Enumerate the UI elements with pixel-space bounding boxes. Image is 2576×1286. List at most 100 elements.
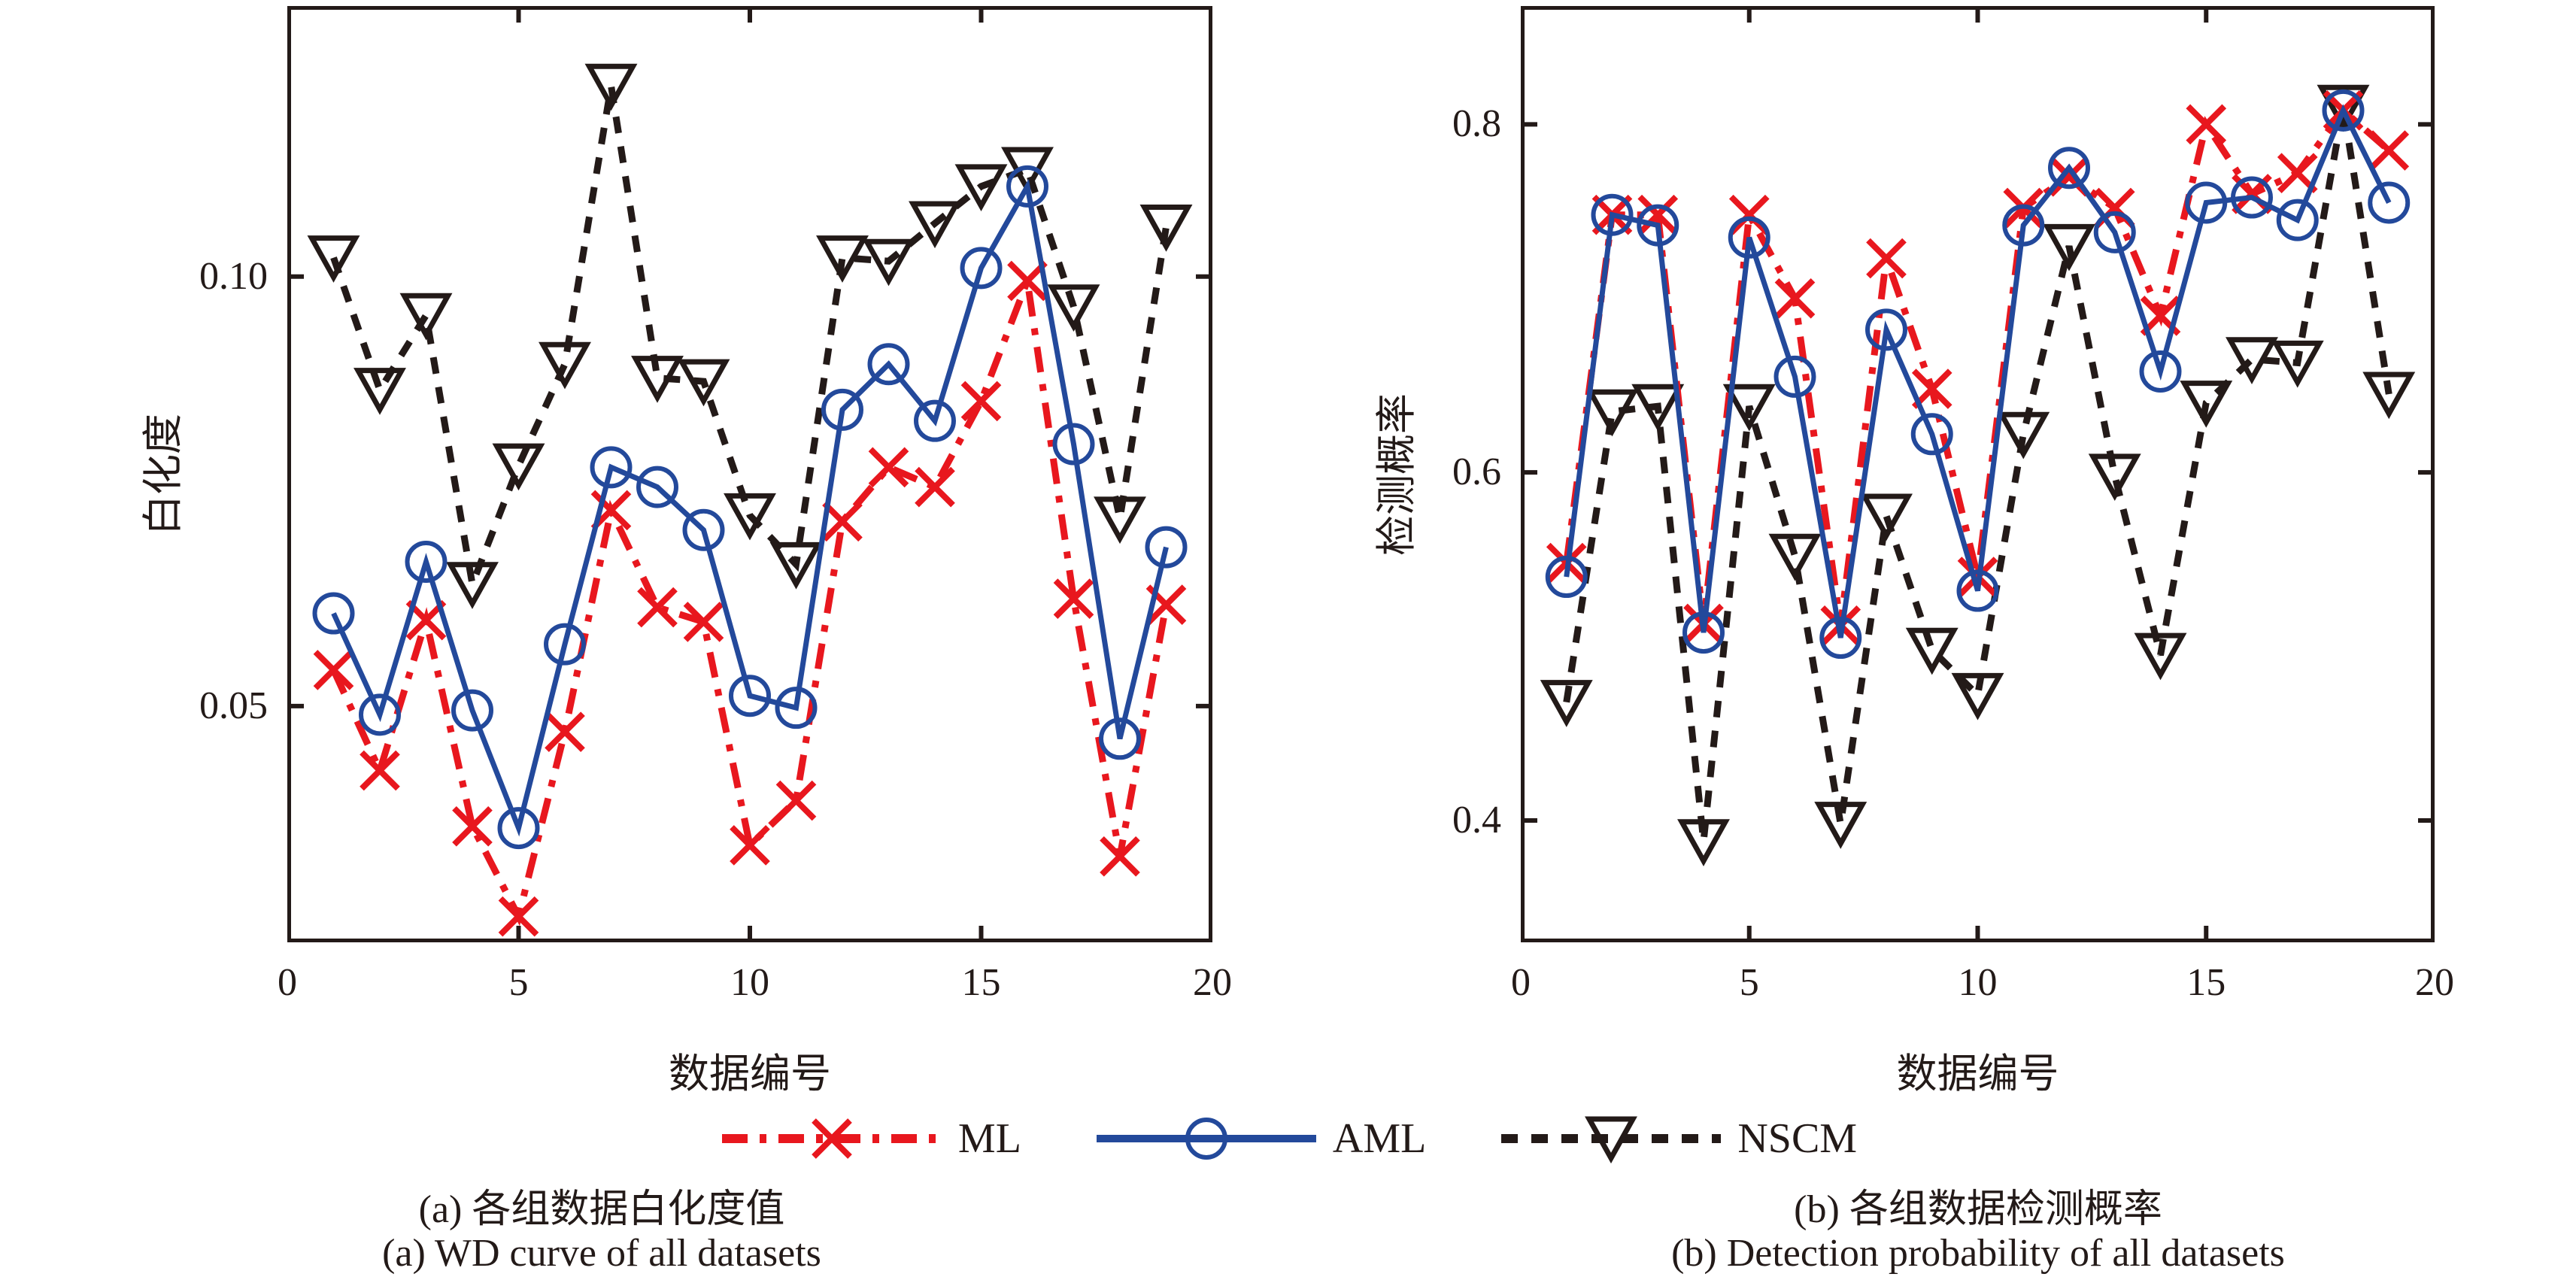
triangle-down-marker (2271, 340, 2324, 388)
circle-marker (1910, 413, 1953, 456)
circle-marker (2048, 147, 2090, 190)
x-marker (1053, 578, 1094, 619)
triangle-down-marker (1768, 533, 1822, 581)
circle-marker (2139, 350, 2182, 393)
triangle-down-marker (1677, 819, 1730, 866)
triangle-down-marker (816, 235, 869, 283)
triangle-down-marker (2362, 372, 2416, 420)
panel-a-ytick-label: 0.05 (199, 684, 268, 727)
circle-marker (1728, 216, 1770, 259)
panel-a-ticks (287, 6, 1212, 942)
legend-sample-nscm (1501, 1116, 1722, 1164)
triangle-down-marker (1585, 389, 1639, 437)
panel-b-xtick-label: 5 (1739, 961, 1759, 1004)
circle-marker (867, 343, 910, 386)
circle-marker (359, 693, 401, 736)
x-marker (452, 805, 493, 847)
triangle-down-marker (1997, 411, 2050, 460)
x-marker (2368, 130, 2410, 171)
x-marker (1007, 260, 1048, 302)
circle-marker (775, 687, 818, 729)
panel-a-x-axis-title: 数据编号 (669, 1051, 831, 1096)
x-marker (730, 825, 770, 866)
circle-marker (2093, 211, 2136, 253)
legend-label-aml: AML (1332, 1115, 1427, 1162)
chart-legend: ML AML NSCM (0, 1103, 2576, 1175)
x-marker (822, 501, 863, 542)
panel-a-caption-cn: (a) 各组数据白化度值 (418, 1188, 785, 1231)
x-marker (360, 750, 400, 791)
triangle-down-marker (954, 164, 1008, 212)
circle-marker (682, 508, 725, 551)
panel-a-caption-en: (a) WD curve of all datasets (382, 1232, 821, 1275)
triangle-down-marker (909, 201, 961, 249)
circle-marker (497, 807, 540, 850)
circle-marker (405, 541, 448, 584)
panel-b-series-nscm (1540, 84, 2416, 866)
triangle-down-marker (446, 562, 499, 609)
panel-a-xtick-label: 20 (1193, 961, 1232, 1004)
series-line-nscm (330, 85, 1170, 597)
legend-sample-aml (1096, 1118, 1316, 1160)
legend-entry-nscm[interactable]: NSCM (1498, 1112, 1857, 1166)
legend-entry-ml[interactable]: ML (719, 1112, 1021, 1166)
x-marker (812, 1118, 852, 1159)
circle-marker (1773, 355, 1816, 398)
triangle-down-marker (2317, 84, 2370, 132)
series-line-aml (1564, 104, 2392, 638)
circle-marker (2322, 89, 2365, 132)
circle-marker (451, 689, 493, 732)
x-marker (868, 447, 909, 488)
circle-marker (960, 247, 1003, 290)
circle-marker (1545, 556, 1588, 599)
legend-sample-ml (721, 1118, 942, 1159)
x-marker (775, 780, 817, 821)
circle-marker (1145, 526, 1188, 569)
x-marker (915, 466, 955, 508)
triangle-down-marker (1540, 680, 1593, 727)
circle-marker (1185, 1118, 1227, 1160)
circle-marker (312, 592, 355, 635)
panel-b-xtick-label: 10 (1958, 961, 1998, 1004)
circle-marker (2185, 181, 2228, 224)
circle-marker (2231, 176, 2273, 219)
triangle-down-marker (584, 63, 638, 111)
panel-a-xtick-label: 15 (961, 961, 1001, 1004)
triangle-down-marker (2043, 223, 2095, 271)
circle-marker (1819, 617, 1862, 660)
circle-marker (1099, 717, 1141, 760)
circle-marker (1956, 569, 1999, 612)
circle-marker (544, 623, 586, 666)
x-marker (1774, 278, 1816, 319)
circle-marker (2276, 199, 2319, 241)
circle-marker (2368, 181, 2411, 224)
circle-marker (1006, 165, 1048, 208)
legend-label-nscm: NSCM (1737, 1115, 1858, 1162)
panel-b-xtick-label: 15 (2186, 961, 2226, 1004)
circle-marker (914, 399, 956, 442)
panel-b-xtick-label: 0 (1511, 961, 1531, 1004)
circle-marker (1637, 204, 1679, 247)
triangle-down-marker (1139, 205, 1193, 252)
triangle-down-marker (1860, 493, 1913, 541)
x-marker (2186, 104, 2227, 145)
triangle-down-marker (677, 359, 730, 407)
panel-b-plot-area (1521, 6, 2435, 942)
circle-marker (729, 675, 771, 717)
legend-entry-aml[interactable]: AML (1094, 1112, 1426, 1166)
x-marker (498, 896, 539, 937)
triangle-down-marker (769, 541, 823, 590)
x-marker (545, 711, 585, 752)
triangle-down-marker (2088, 453, 2141, 501)
triangle-down-marker (1814, 802, 1868, 849)
panel-b-canvas (1521, 6, 2435, 942)
legend-label-ml: ML (957, 1115, 1021, 1162)
series-line-aml (331, 178, 1169, 837)
circle-marker (590, 446, 633, 489)
panel-a-ytick-label: 0.10 (199, 254, 268, 298)
x-marker (637, 587, 678, 628)
panel-a-xtick-label: 10 (730, 961, 769, 1004)
